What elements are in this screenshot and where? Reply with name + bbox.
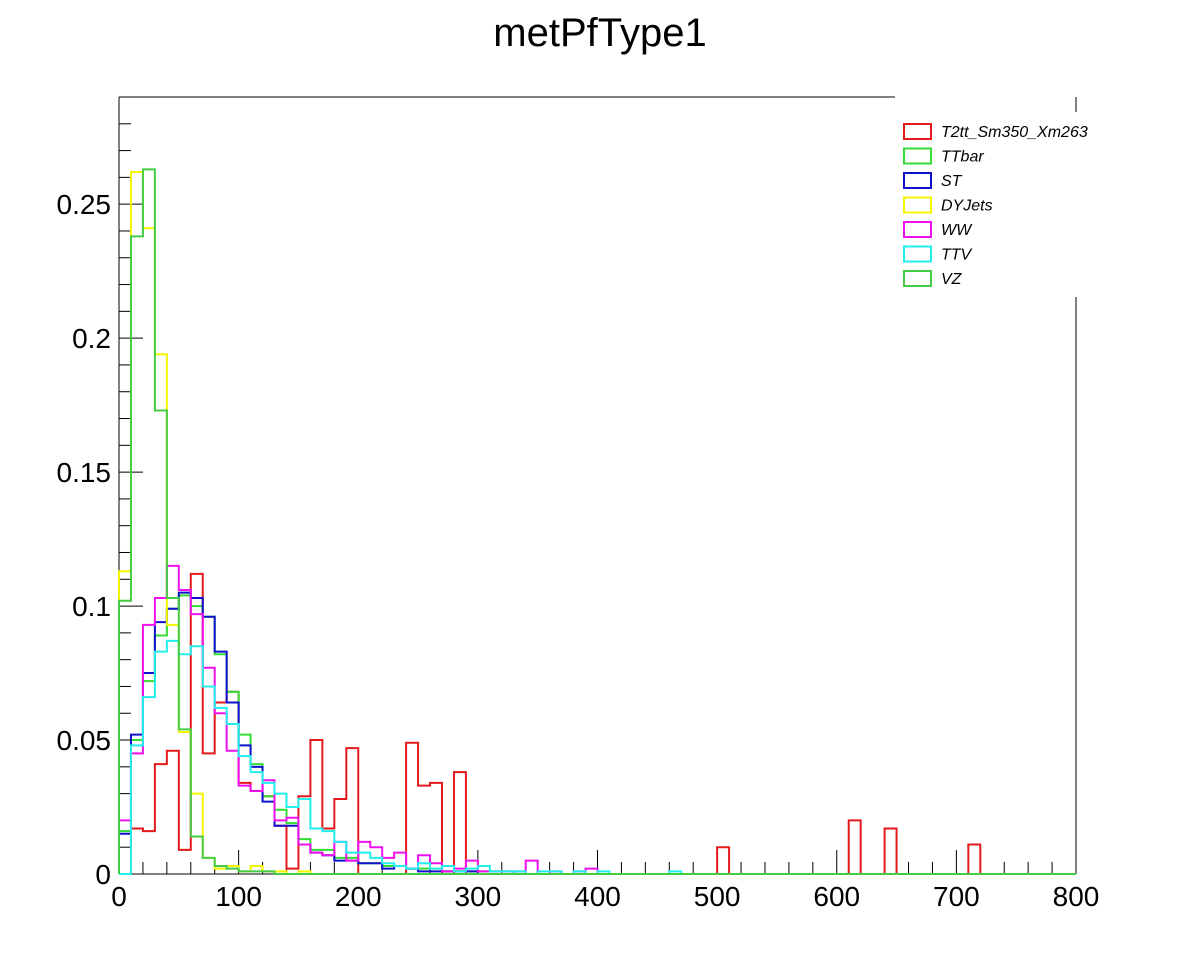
series-line-vz [118, 168, 1076, 875]
y-tick-label: 0.15 [57, 457, 112, 488]
legend: T2tt_Sm350_Xm263 TTbar ST DYJets WW TTV VZ [896, 112, 1116, 297]
y-tick-label: 0.25 [57, 189, 112, 220]
x-tick-label: 400 [574, 881, 621, 912]
x-tick-label: 800 [1053, 881, 1100, 912]
legend-label: ST [941, 173, 963, 190]
x-tick-label: 700 [933, 881, 980, 912]
x-tick-label: 300 [455, 881, 502, 912]
legend-swatch [903, 172, 932, 189]
series-line-t2tt-sm350-xm263 [119, 572, 1076, 875]
legend-swatch [903, 270, 932, 287]
x-tick-label: 0 [111, 881, 127, 912]
axis-ticks: 0 100 200 300 400 500 600 700 800 0 0.05 0.1 0.15 0.2… [57, 96, 1100, 912]
y-tick-label: 0.1 [72, 591, 111, 622]
x-tick-label: 100 [215, 881, 262, 912]
series-line-ttv [119, 639, 1076, 875]
legend-label: TTV [941, 247, 973, 264]
series-line-st [118, 591, 1076, 875]
y-tick-label: 0 [95, 859, 111, 890]
chart-title: metPfType1 [493, 11, 706, 55]
legend-swatch [903, 196, 932, 214]
legend-label: VZ [941, 271, 963, 288]
legend-swatch [903, 245, 932, 263]
series-line-ttbar [118, 594, 1076, 875]
legend-label: WW [941, 222, 973, 239]
x-tick-label: 500 [694, 881, 741, 912]
legend-box [896, 112, 1116, 297]
legend-swatch [903, 147, 932, 165]
legend-label: T2tt_Sm350_Xm263 [941, 124, 1088, 141]
y-tick-label: 0.2 [72, 323, 111, 354]
legend-label: TTbar [941, 149, 984, 166]
y-tick-label: 0.05 [57, 725, 112, 756]
legend-label: DYJets [941, 198, 993, 215]
x-tick-label: 600 [813, 881, 860, 912]
histogram-series [118, 168, 1076, 875]
legend-swatch [903, 221, 932, 238]
series-line-ww [118, 564, 1076, 875]
legend-swatch [903, 123, 932, 140]
x-tick-label: 200 [335, 881, 382, 912]
